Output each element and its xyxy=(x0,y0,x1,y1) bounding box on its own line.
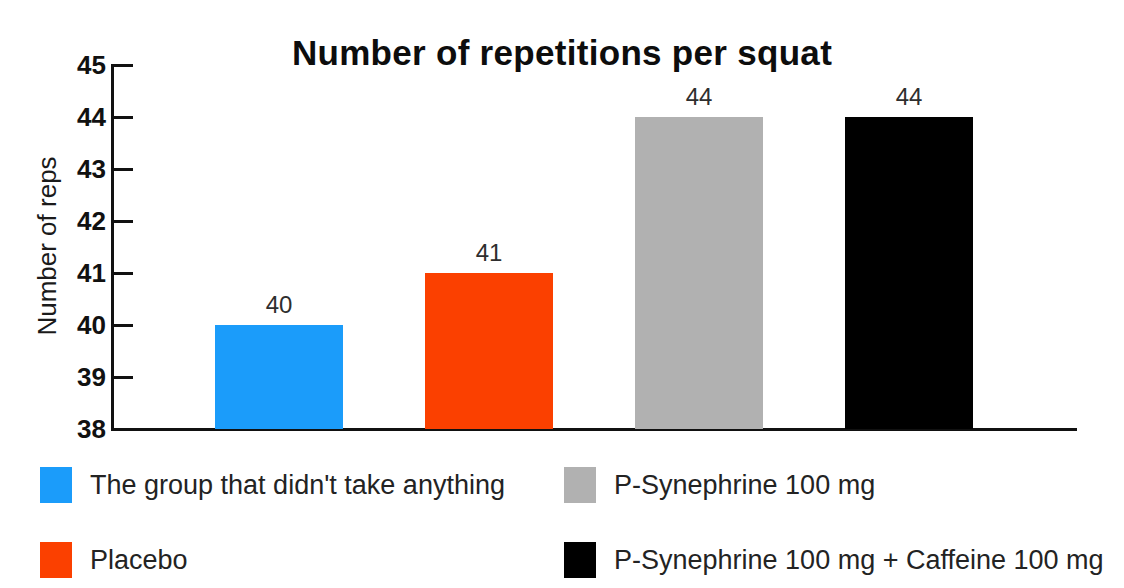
legend-item: The group that didn't take anything xyxy=(40,467,564,503)
bar-4 xyxy=(845,117,973,429)
bar-value-label: 40 xyxy=(215,291,343,319)
legend-item: Placebo xyxy=(40,542,564,578)
bar-2 xyxy=(425,273,553,429)
y-tick-mark xyxy=(113,376,133,379)
y-tick-label: 43 xyxy=(36,155,106,183)
y-tick-label: 41 xyxy=(36,259,106,287)
y-axis-title: Number of reps xyxy=(32,156,63,335)
bar-chart: Number of repetitions per squat Number o… xyxy=(0,0,1124,588)
legend-swatch xyxy=(564,467,596,503)
y-tick-mark xyxy=(113,168,133,171)
y-tick-label: 39 xyxy=(36,363,106,391)
chart-title: Number of repetitions per squat xyxy=(0,33,1124,73)
legend-item: P-Synephrine 100 mg + Caffeine 100 mg xyxy=(564,542,1104,578)
bar-value-label: 44 xyxy=(635,83,763,111)
bar-value-label: 44 xyxy=(845,83,973,111)
legend-label: The group that didn't take anything xyxy=(90,470,505,501)
bar-3 xyxy=(635,117,763,429)
y-tick-mark xyxy=(113,220,133,223)
y-tick-label: 38 xyxy=(36,415,106,443)
y-tick-mark xyxy=(113,324,133,327)
y-tick-label: 44 xyxy=(36,103,106,131)
y-tick-label: 40 xyxy=(36,311,106,339)
legend-label: P-Synephrine 100 mg xyxy=(614,470,875,501)
legend-swatch xyxy=(40,542,72,578)
legend-label: Placebo xyxy=(90,545,188,576)
y-tick-mark xyxy=(113,64,133,67)
bar-1 xyxy=(215,325,343,429)
y-tick-label: 45 xyxy=(36,51,106,79)
legend: The group that didn't take anything Place… xyxy=(40,467,1104,578)
bar-value-label: 41 xyxy=(425,239,553,267)
y-tick-mark xyxy=(113,272,133,275)
legend-item: P-Synephrine 100 mg xyxy=(564,467,1104,503)
legend-swatch xyxy=(564,542,596,578)
y-tick-mark xyxy=(113,428,133,431)
y-tick-label: 42 xyxy=(36,207,106,235)
legend-swatch xyxy=(40,467,72,503)
legend-label: P-Synephrine 100 mg + Caffeine 100 mg xyxy=(614,545,1104,576)
y-tick-mark xyxy=(113,116,133,119)
